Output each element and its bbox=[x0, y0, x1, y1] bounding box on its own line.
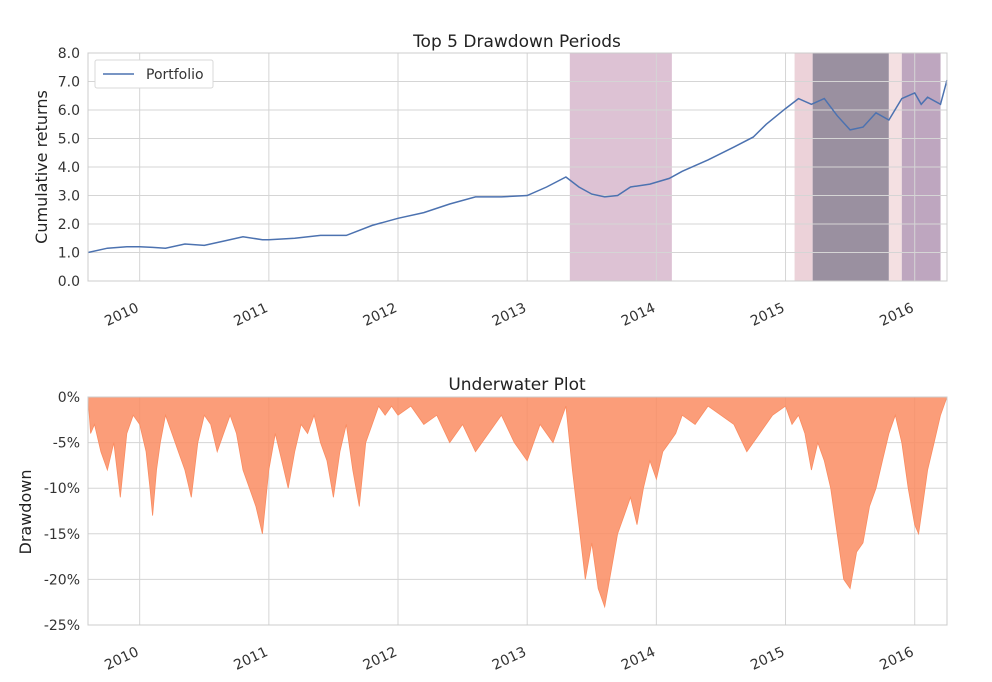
legend-box bbox=[94, 59, 214, 89]
top-x-tick-label: 2014 bbox=[619, 300, 658, 330]
top-chart-title: Top 5 Drawdown Periods bbox=[412, 32, 621, 52]
bottom-y-tick-label: -5% bbox=[53, 436, 80, 452]
bottom-y-tick-label: -10% bbox=[44, 481, 80, 497]
top-x-tick-label: 2012 bbox=[361, 300, 400, 330]
bottom-y-tick-label: -15% bbox=[44, 527, 80, 543]
bottom-panel-frame bbox=[87, 396, 948, 626]
underwater-panel: 0%-5%-10%-15%-20%-25% 2010 2011 2012 2013 20… bbox=[16, 375, 948, 674]
top-x-tick-label: 2010 bbox=[102, 300, 141, 330]
legend-entry-portfolio: Portfolio bbox=[146, 67, 204, 83]
bottom-x-tick-label: 2011 bbox=[231, 644, 270, 674]
bottom-y-tick-label: -20% bbox=[44, 572, 80, 588]
top-x-tick-label: 2016 bbox=[877, 300, 916, 330]
top-y-tick-label: 2.0 bbox=[58, 217, 80, 233]
bottom-y-axis-label: Drawdown bbox=[16, 470, 35, 555]
portfolio-line bbox=[87, 79, 948, 254]
top-y-tick-label: 8.0 bbox=[58, 46, 80, 62]
bottom-y-tick-label: 0% bbox=[58, 390, 80, 406]
top-y-tick-labels: 0.0 1.0 2.0 3.0 4.0 5.0 6.0 7.0 8.0 bbox=[58, 46, 80, 290]
top-x-tick-label: 2015 bbox=[748, 300, 787, 330]
top-x-tick-label: 2013 bbox=[490, 300, 529, 330]
bottom-y-tick-label: -25% bbox=[44, 618, 80, 634]
bottom-x-tick-label: 2012 bbox=[361, 644, 400, 674]
top-y-tick-label: 7.0 bbox=[58, 75, 80, 91]
bottom-chart-title: Underwater Plot bbox=[448, 375, 586, 395]
top-x-tick-label: 2011 bbox=[231, 300, 270, 330]
legend: Portfolio bbox=[94, 59, 214, 89]
bottom-x-tick-label: 2014 bbox=[619, 644, 658, 674]
top-y-tick-label: 4.0 bbox=[58, 160, 80, 176]
top-y-tick-label: 5.0 bbox=[58, 132, 80, 148]
top-y-tick-label: 1.0 bbox=[58, 246, 80, 262]
cumulative-returns-panel: 0.0 1.0 2.0 3.0 4.0 5.0 6.0 7.0 8.0 2010 2011 2012… bbox=[32, 32, 948, 330]
bottom-x-tick-labels: 2010 2011 2012 2013 2014 2015 2016 bbox=[102, 644, 916, 674]
top-x-tick-labels: 2010 2011 2012 2013 2014 2015 2016 bbox=[102, 300, 916, 330]
top-y-tick-label: 6.0 bbox=[58, 103, 80, 119]
top-y-tick-label: 0.0 bbox=[58, 274, 80, 290]
top-y-tick-label: 3.0 bbox=[58, 189, 80, 205]
drawdown-area bbox=[87, 396, 948, 609]
bottom-x-tick-label: 2013 bbox=[490, 644, 529, 674]
bottom-y-tick-labels: 0% -5% -10% -15% -20% -25% bbox=[44, 390, 80, 634]
top-y-axis-label: Cumulative returns bbox=[32, 90, 51, 244]
top-panel-frame bbox=[87, 52, 948, 282]
bottom-x-tick-label: 2015 bbox=[748, 644, 787, 674]
bottom-x-tick-label: 2010 bbox=[102, 644, 141, 674]
bottom-x-tick-label: 2016 bbox=[877, 644, 916, 674]
